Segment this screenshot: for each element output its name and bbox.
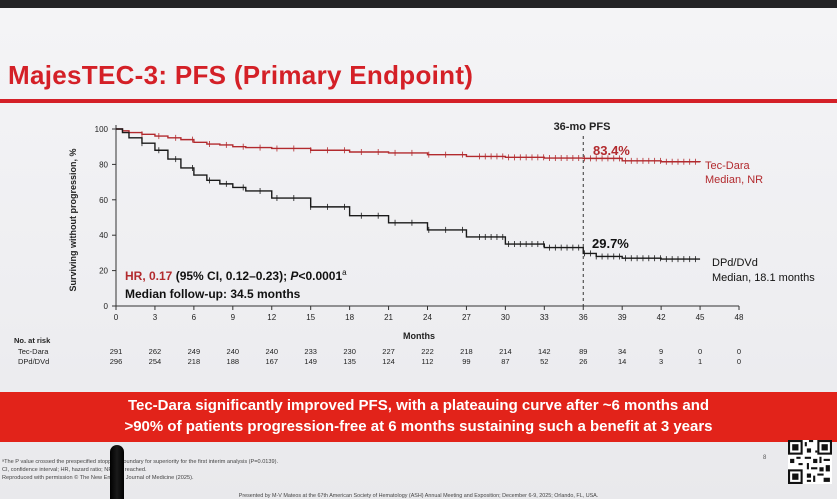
risk-cell: 222 [421,347,434,356]
presented-by: Presented by M-V Mateos at the 67th Amer… [238,493,599,499]
pen-object [110,445,124,499]
banner-line-1: Tec-Dara significantly improved PFS, wit… [127,397,710,414]
y-axis-label: Surviving without progression, % [68,148,78,291]
x-tick-label: 48 [735,313,744,322]
banner-line-2: >90% of patients progression-free at 6 m… [124,418,713,435]
tec-dara-36mo-value: 83.4% [593,143,630,158]
footnotes: ᵃThe P value crossed the prespecified st… [2,458,278,482]
risk-cell: 112 [422,357,434,366]
risk-cell: 52 [540,357,548,366]
dpd-end-label: DPd/DVd [712,257,758,269]
x-tick-label: 15 [306,313,315,322]
x-tick-label: 42 [657,313,666,322]
ref-line-label: 36-mo PFS [554,121,611,133]
risk-cell: 3 [659,357,663,366]
x-tick-label: 36 [579,313,588,322]
y-tick-label: 20 [99,267,108,276]
risk-cell: 9 [659,347,663,356]
footnote-copyright: Reproduced with permission © The New Eng… [2,475,194,481]
hr-value: HR, 0.17 [125,269,173,283]
slide-title: MajesTEC-3: PFS (Primary Endpoint) [8,60,474,90]
tec-dara-median-label: Median, NR [705,174,763,186]
y-tick-label: 80 [99,160,108,169]
p-symbol: P [290,269,299,283]
x-tick-label: 39 [618,313,627,322]
risk-cell: 87 [501,357,509,366]
dpd-dvd-censor-marks [141,140,696,263]
risk-cell: 230 [343,347,356,356]
conclusion-banner: Tec-Dara significantly improved PFS, wit… [0,392,837,442]
qr-code [788,440,832,484]
tec-dara-curve [116,128,701,163]
x-tick-label: 33 [540,313,549,322]
risk-cell: 14 [618,357,626,366]
risk-cell: 296 [110,357,123,366]
x-tick-label: 12 [267,313,276,322]
x-tick-label: 3 [153,313,158,322]
y-tick-label: 100 [95,125,109,134]
risk-cell: 0 [737,347,741,356]
p-value: <0.0001 [298,269,342,283]
risk-cell: 188 [227,357,240,366]
risk-cell: 26 [579,357,587,366]
title-divider [0,99,837,103]
y-tick-label: 40 [99,231,108,240]
risk-cell: 227 [382,347,395,356]
hr-ci: (95% CI, 0.12–0.23); [172,269,290,283]
followup-annotation: Median follow-up: 34.5 months [125,287,301,301]
risk-row-label: Tec-Dara [18,347,49,356]
p-superscript: a [342,268,347,277]
risk-cell: 240 [265,347,278,356]
risk-cell: 291 [110,347,123,356]
slide: MajesTEC-3: PFS (Primary Endpoint) 0 20 40… [0,8,837,499]
x-axis-label: Months [403,331,435,341]
risk-cell: 218 [460,347,473,356]
risk-cell: 233 [304,347,317,356]
risk-table-header: No. at risk [14,336,51,345]
risk-cell: 214 [499,347,512,356]
footnote-a: ᵃThe P value crossed the prespecified st… [2,459,279,465]
x-tick-label: 21 [384,313,393,322]
risk-cell: 149 [304,357,317,366]
x-tick-label: 27 [462,313,471,322]
x-tick-label: 18 [345,313,354,322]
risk-cell: 254 [149,357,162,366]
x-tick-label: 30 [501,313,510,322]
risk-row-label: DPd/DVd [18,357,49,366]
risk-cell: 0 [737,357,741,366]
hazard-ratio-annotation: HR, 0.17 (95% CI, 0.12–0.23); P<0.0001a [125,268,347,283]
risk-cell: 89 [579,347,587,356]
risk-cell: 218 [188,357,201,366]
x-tick-label: 6 [192,313,197,322]
y-tick-label: 60 [99,196,108,205]
tec-dara-censor-marks [141,131,696,165]
y-tick-label: 0 [104,302,109,311]
footnote-abbreviations: CI, confidence interval; HR, hazard rati… [2,467,147,473]
risk-cell: 99 [462,357,470,366]
x-tick-label: 45 [696,313,705,322]
dpd-dvd-curve [116,128,701,260]
risk-cell: 135 [343,357,356,366]
risk-cell: 240 [227,347,240,356]
dpd-median-label: Median, 18.1 months [712,272,815,284]
risk-cell: 0 [698,347,702,356]
risk-cell: 167 [265,357,278,366]
page-number: 8 [763,455,767,461]
risk-cell: 262 [149,347,162,356]
risk-cell: 34 [618,347,626,356]
risk-cell: 142 [538,347,551,356]
x-tick-label: 24 [423,313,432,322]
x-tick-label: 0 [114,313,119,322]
risk-cell: 1 [698,357,702,366]
dpd-36mo-value: 29.7% [592,236,629,251]
risk-cell: 124 [382,357,395,366]
x-tick-label: 9 [231,313,236,322]
risk-cell: 249 [188,347,201,356]
tec-dara-end-label: Tec-Dara [705,160,751,172]
